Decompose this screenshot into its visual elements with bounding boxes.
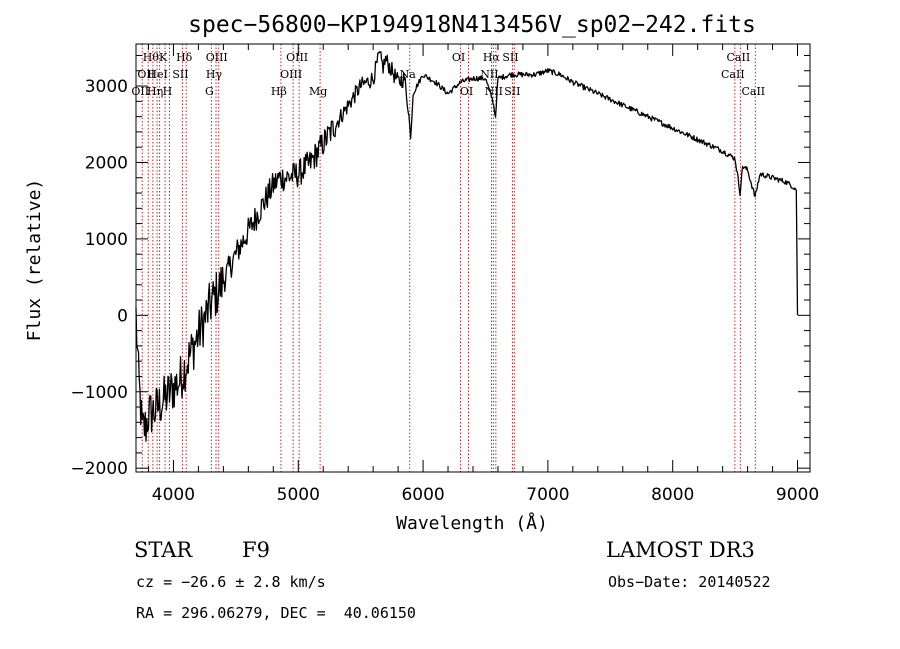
spectral-line-label: NII <box>480 68 498 81</box>
spectral-line-label: Na <box>400 68 417 81</box>
spectral-line-label: Hβ <box>271 85 287 98</box>
spectral-line-label: SII <box>172 68 188 81</box>
spectral-line-label: OIII <box>280 68 302 81</box>
x-axis-label: Wavelength (Å) <box>396 512 548 534</box>
spectral-line-label: G <box>205 85 214 98</box>
spectral-line-label: OII <box>137 68 155 81</box>
spectral-line-label: SII <box>504 85 520 98</box>
y-tick-label: 1000 <box>85 230 128 250</box>
x-tick-label: 4000 <box>152 485 195 505</box>
spectral-line-label: HeI <box>147 68 167 81</box>
y-tick-label: −2000 <box>70 459 128 479</box>
spectral-line-label: CaII <box>721 68 745 81</box>
spectral-line-label: H <box>163 85 173 98</box>
coordinates: RA = 296.06279, DEC = 40.06150 <box>136 604 416 622</box>
y-tick-label: −1000 <box>70 383 128 403</box>
x-tick-label: 9000 <box>776 485 819 505</box>
y-tick-label: 3000 <box>85 77 128 97</box>
spectral-line-label: OI <box>460 85 473 98</box>
spectral-line-label: Mg <box>309 85 327 98</box>
spectral-line-label: Hθ <box>143 51 160 64</box>
spectral-line-label: K <box>159 51 168 64</box>
subclass: F9 <box>242 538 270 562</box>
obs-date: Obs−Date: 20140522 <box>608 573 771 591</box>
redshift-value: cz = −26.6 ± 2.8 km/s <box>136 573 326 591</box>
spectrum-series-line <box>135 51 799 442</box>
spectral-line-label: SII <box>502 51 518 64</box>
x-tick-label: 7000 <box>526 485 569 505</box>
spectral-line-label: OII <box>131 85 149 98</box>
x-tick-label: 5000 <box>277 485 320 505</box>
spectral-line-label: Hδ <box>176 51 193 64</box>
axis-ticks: 4000 5000 6000 7000 8000 9000 −2000 −1000 0 1000 2… <box>70 44 819 505</box>
spectral-line-labels: OII OII Hθ Hη HeI K H SII Hδ G Hγ OIII Hβ OIII OIII Mg N… <box>131 51 765 98</box>
spectral-line-label: CaII <box>727 51 751 64</box>
y-axis-label: Flux (relative) <box>24 179 45 342</box>
spectral-line-label: Hγ <box>206 68 223 81</box>
spectral-line-label: CaII <box>741 85 765 98</box>
survey-name: LAMOST DR3 <box>606 538 755 562</box>
object-class: STAR <box>134 538 193 562</box>
spectral-line-label: OI <box>452 51 465 64</box>
spectral-line-label: NII <box>485 85 503 98</box>
spectral-line-label: OIII <box>206 51 228 64</box>
x-tick-label: 6000 <box>401 485 444 505</box>
chart-title: spec−56800−KP194918N413456V_sp02−242.fit… <box>188 12 756 38</box>
spectral-line-label: OIII <box>286 51 308 64</box>
plot-frame <box>135 43 811 473</box>
spectral-line-label: Hα <box>483 51 501 64</box>
x-tick-label: 8000 <box>651 485 694 505</box>
spectral-line-label: Hη <box>147 85 163 98</box>
spectral-line-markers <box>141 44 756 472</box>
y-tick-label: 0 <box>117 306 128 326</box>
y-tick-label: 2000 <box>85 153 128 173</box>
